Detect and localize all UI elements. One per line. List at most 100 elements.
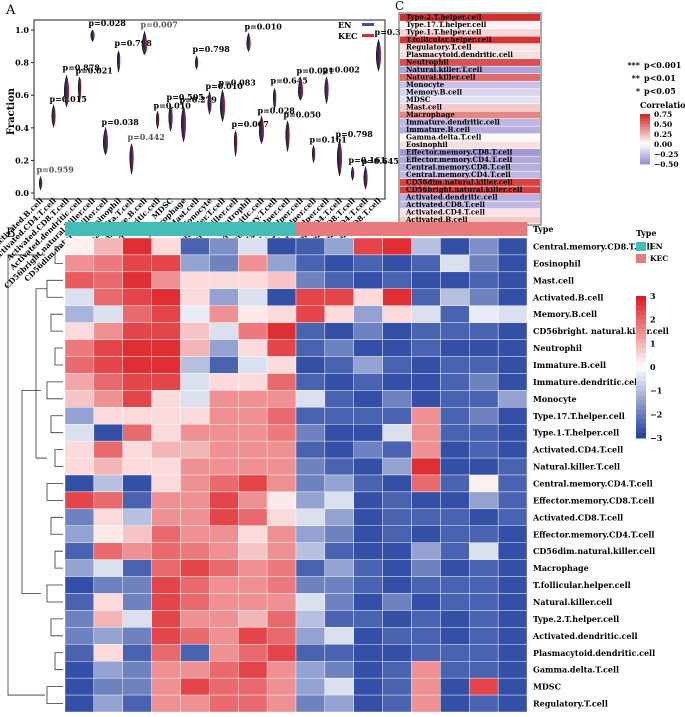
panel-b-cell — [353, 677, 383, 696]
panel-c-cell — [400, 81, 540, 89]
panel-b-cell — [93, 661, 123, 679]
panel-b-cell — [151, 288, 181, 306]
panel-c-sig-text: p<0.05 — [644, 86, 676, 96]
panel-a-violin — [207, 90, 212, 115]
panel-a-violin-kec — [93, 31, 95, 41]
panel-a-violin — [350, 166, 355, 181]
panel-b-cell — [122, 559, 152, 577]
panel-b-cell — [440, 694, 470, 713]
panel-b-cell — [411, 677, 441, 696]
panel-c-row-label: Neutrophil — [406, 58, 449, 67]
panel-b-cell — [324, 440, 354, 459]
panel-a-violin — [246, 32, 251, 52]
panel-b-cell — [382, 440, 412, 459]
panel-c-row-label: Monocyte — [406, 80, 445, 89]
panel-b-cell — [266, 576, 297, 594]
panel-b-dendrogram-branch — [50, 415, 63, 434]
panel-b-cell — [324, 644, 354, 662]
panel-b-cell — [497, 440, 528, 459]
panel-c-colorbar-step — [640, 124, 650, 127]
panel-b-cell — [324, 525, 354, 543]
panel-a-pvalue: p=0.038 — [102, 117, 140, 127]
panel-b-cell — [324, 627, 354, 645]
panel-b-cell — [93, 288, 123, 306]
panel-b-cell — [122, 254, 152, 273]
panel-b-row-label: T.follicular.helper.cell — [533, 580, 631, 590]
panel-b-cell — [324, 542, 354, 560]
panel-b-cell — [469, 356, 499, 374]
panel-b-cell — [440, 593, 470, 611]
panel-b-cell — [411, 525, 441, 543]
panel-b-legend-swatch — [636, 254, 646, 263]
panel-b-cell — [122, 542, 152, 560]
panel-b-cell — [209, 390, 239, 408]
panel-b-cell — [122, 440, 152, 459]
panel-b-cell — [238, 254, 268, 273]
panel-b-cell — [266, 339, 297, 357]
panel-b-cell — [151, 322, 181, 340]
panel-b-cell — [93, 694, 123, 713]
panel-b-cell — [64, 407, 95, 425]
panel-b-cell — [93, 271, 123, 289]
panel-b-cell — [266, 373, 297, 391]
panel-a-pvalue: p=0.010 — [154, 101, 192, 111]
panel-b-cell — [238, 627, 268, 645]
panel-a-violin — [63, 74, 70, 108]
panel-b-cell — [238, 508, 268, 526]
panel-c-row-label: CD56bright.natural.killer.cell — [406, 185, 523, 194]
panel-b-cell — [295, 474, 326, 493]
panel-b-cell — [238, 424, 268, 442]
panel-b-cell — [238, 457, 268, 476]
panel-a-pvalue: p=0.798 — [336, 129, 374, 139]
panel-b-cell — [382, 305, 412, 323]
panel-b-row-label: CD56dim.natural.killer.cell — [533, 546, 655, 556]
panel-b-cell — [324, 339, 354, 357]
panel-b-cell — [180, 644, 210, 662]
panel-b-type-cell — [498, 222, 528, 236]
panel-b-type-cell — [151, 222, 181, 236]
panel-a-violin — [285, 120, 290, 152]
panel-b-cell — [353, 237, 383, 256]
panel-b-cell — [382, 542, 412, 560]
panel-a-violin — [336, 139, 343, 176]
panel-c-colorbar-tick: 0.50 — [654, 120, 672, 129]
panel-b-cell — [440, 677, 470, 696]
panel-b-cell — [440, 661, 470, 679]
panel-b-cell — [151, 542, 181, 560]
panel-b-row-label: Type.1.T.helper.cell — [533, 428, 619, 438]
panel-b-cell — [151, 305, 181, 323]
panel-c: CType.2.T.helper.cellType.17.T.helper.ce… — [395, 0, 685, 239]
panel-a-pvalue: p=0.959 — [37, 165, 75, 175]
panel-b-cell — [209, 474, 239, 493]
panel-b-cell — [93, 491, 123, 510]
panel-c-cell — [400, 44, 540, 51]
panel-b-cell — [411, 407, 441, 425]
panel-b-cell — [93, 677, 123, 696]
panel-b-cell — [93, 254, 123, 273]
panel-c-colorbar-step — [640, 149, 650, 152]
panel-b-cell — [411, 593, 441, 611]
panel-b-cell — [64, 576, 95, 594]
panel-b-colorbar-step — [636, 338, 646, 344]
panel-b-cell — [64, 305, 95, 323]
panel-b-cell — [64, 610, 95, 628]
panel-b-cell — [295, 305, 326, 323]
panel-b-cell — [238, 644, 268, 662]
panel-b-cell — [382, 407, 412, 425]
panel-b-cell — [382, 610, 412, 628]
panel-a-violin — [155, 110, 160, 129]
panel-b-cell — [295, 694, 326, 713]
panel-b-cell — [266, 627, 297, 645]
panel-b-cell — [238, 390, 268, 408]
panel-c-colorbar-step — [640, 156, 650, 160]
panel-c-row-label: Memory.B.cell — [406, 88, 462, 97]
panel-b-cell — [382, 508, 412, 526]
panel-b-cell — [180, 677, 210, 696]
panel-b-cell — [440, 525, 470, 543]
panel-b-cell — [209, 457, 239, 476]
panel-a-violin — [90, 29, 95, 43]
panel-b-cell — [238, 356, 268, 374]
panel-b-cell — [238, 373, 268, 391]
panel-b-cell — [353, 457, 383, 476]
panel-b-cell — [353, 491, 383, 510]
